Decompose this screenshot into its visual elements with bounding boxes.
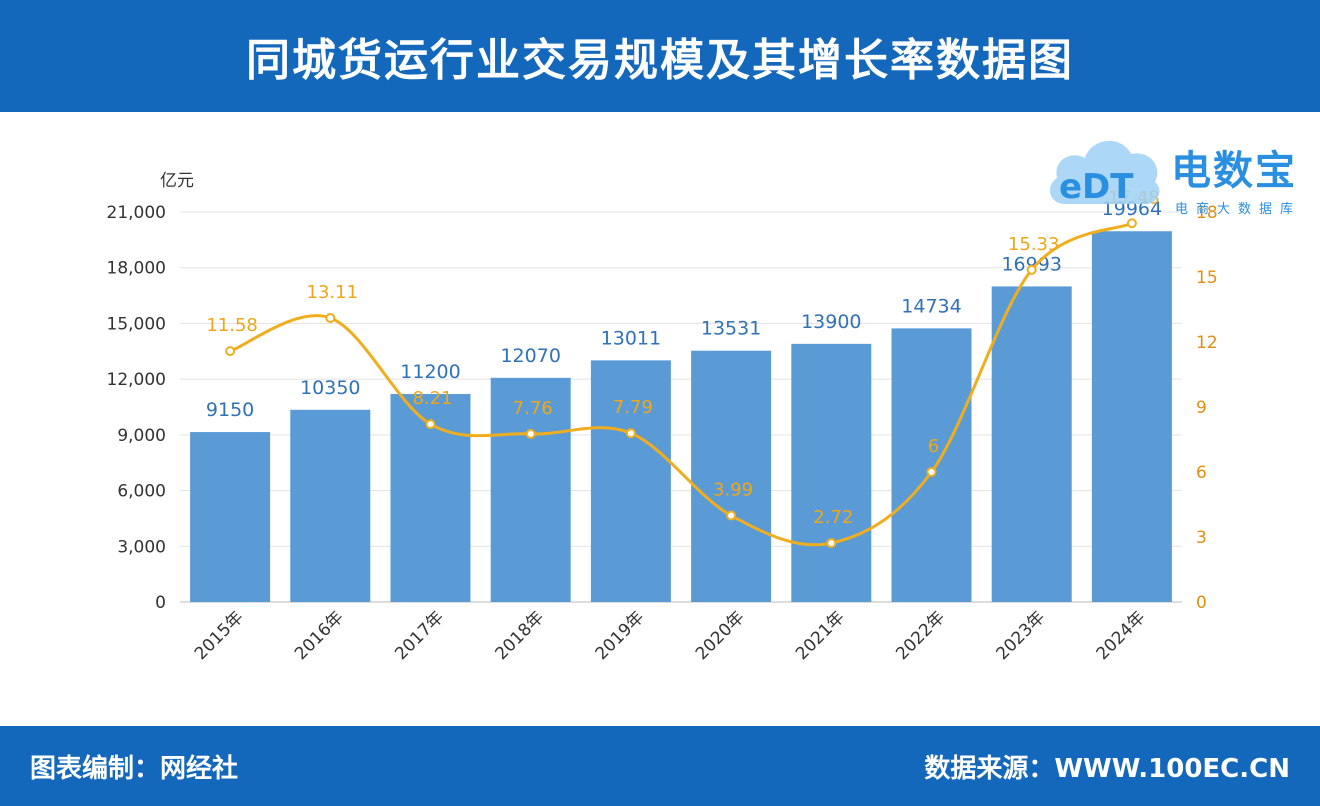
line-data-label: 3.99: [713, 480, 753, 501]
bar-data-label: 16993: [1001, 253, 1061, 275]
combo-chart: 0 3,000 6,000 9,000 12,000 15,000 18,000 21,000…: [107, 171, 1218, 664]
y-left-unit: 亿元: [160, 171, 194, 191]
x-tick-label: 2018年: [491, 607, 548, 664]
growth-rate-point: [1126, 218, 1137, 229]
y-left-tick-label: 9,000: [117, 426, 166, 446]
growth-rate-point: [1026, 264, 1037, 275]
logo-brand: 电数宝: [1171, 148, 1297, 194]
line-data-label: 6: [928, 436, 939, 457]
line-data-label: 13.11: [307, 282, 359, 303]
y-left-tick-label: 18,000: [107, 259, 166, 279]
bar-data-label: 9150: [206, 399, 254, 421]
growth-rate-point: [425, 419, 436, 430]
bar: [1091, 231, 1172, 602]
y-right-tick-label: 3: [1196, 528, 1207, 548]
bar: [190, 432, 271, 602]
y-right-tick-label: 18: [1196, 203, 1218, 223]
line-data-label: 7.79: [613, 397, 653, 418]
growth-rate-point: [826, 538, 837, 549]
header-banner: 同城货运行业交易规模及其增长率数据图: [0, 0, 1320, 112]
x-tick-label: 2022年: [892, 607, 949, 664]
bar: [791, 343, 872, 602]
bar: [691, 350, 772, 602]
x-tick-label: 2015年: [191, 607, 248, 664]
x-tick-label: 2023年: [992, 607, 1049, 664]
bar-data-label: 10350: [300, 377, 360, 399]
y-right-tick-label: 15: [1196, 268, 1218, 288]
page-title: 同城货运行业交易规模及其增长率数据图: [246, 35, 1074, 86]
footer-source: 数据来源：WWW.100EC.CN: [924, 754, 1290, 784]
bar: [891, 328, 972, 602]
growth-rate-point: [926, 467, 937, 477]
line-data-label: 11.58: [206, 315, 258, 336]
y-left-tick-label: 12,000: [107, 370, 166, 390]
growth-rate-point: [625, 428, 636, 439]
growth-rate-point: [726, 510, 737, 521]
growth-rate-line: [229, 221, 1133, 547]
x-tick-label: 2017年: [391, 607, 448, 664]
logo-subtitle: 电商大数据库: [1175, 202, 1302, 217]
y-right-tick-label: 9: [1196, 398, 1207, 418]
y-right-tick-label: 0: [1196, 593, 1207, 613]
x-tick-label: 2024年: [1093, 607, 1150, 664]
y-left-tick-label: 0: [155, 593, 166, 613]
growth-rate-point: [225, 346, 236, 357]
bar-data-label: 13531: [701, 318, 761, 340]
logo-mark: eDT: [1059, 167, 1134, 207]
line-data-label: 2.72: [813, 507, 853, 528]
x-tick-label: 2019年: [592, 607, 649, 664]
y-right-tick-label: 6: [1196, 463, 1207, 483]
bar-data-label: 11200: [400, 361, 460, 383]
bar: [991, 286, 1072, 602]
line-data-label: 7.76: [513, 398, 553, 419]
footer-banner: 图表编制：网经社 数据来源：WWW.100EC.CN: [0, 726, 1320, 806]
line-data-label: 15.33: [1008, 234, 1060, 255]
bar: [590, 360, 671, 602]
line-data-label: 8.21: [412, 388, 452, 409]
footer-credit: 图表编制：网经社: [30, 754, 239, 784]
y-left-tick-label: 3,000: [117, 537, 166, 557]
bar-data-label: 12070: [500, 345, 560, 367]
x-tick-label: 2021年: [792, 607, 849, 664]
x-tick-label: 2016年: [291, 607, 348, 664]
x-tick-label: 2020年: [692, 607, 749, 664]
logo: eDT 电数宝 电商大数据库: [1045, 120, 1315, 220]
bar-data-label: 13900: [801, 311, 861, 333]
y-right-tick-label: 12: [1196, 333, 1218, 353]
y-left-tick-label: 15,000: [107, 314, 166, 334]
y-left-tick-label: 6,000: [117, 482, 166, 502]
y-left-tick-label: 21,000: [107, 203, 166, 223]
growth-rate-point: [525, 428, 536, 439]
bar-data-label: 14734: [901, 295, 961, 317]
bar: [290, 409, 371, 602]
cloud-logo-icon: eDT: [1050, 140, 1160, 207]
growth-rate-point: [325, 312, 336, 323]
bar: [490, 377, 571, 602]
bar-data-label: 13011: [601, 327, 661, 349]
